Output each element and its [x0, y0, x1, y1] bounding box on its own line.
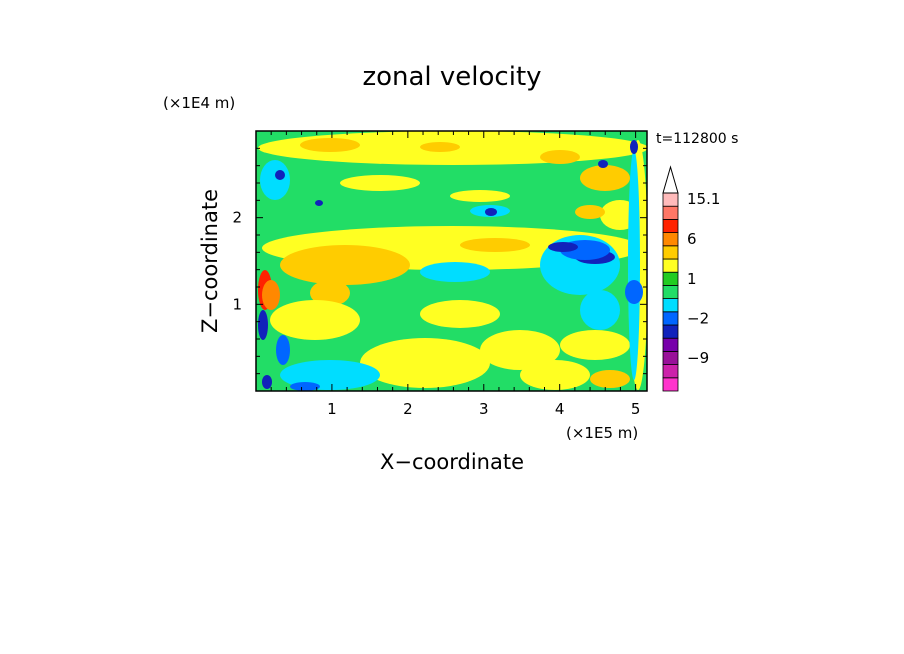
field-region	[420, 300, 500, 328]
field-region	[340, 175, 420, 191]
colorbar: 15.1 6 1 −2 −9	[662, 165, 720, 392]
field-region	[262, 375, 272, 389]
colorbar-label: 6	[687, 230, 697, 248]
colorbar-segment	[662, 284, 679, 299]
colorbar-segment	[662, 218, 679, 233]
field-region	[625, 280, 643, 304]
colorbar-label: −2	[687, 309, 709, 327]
colorbar-extend-arrow	[662, 165, 679, 194]
colorbar-segment	[662, 271, 679, 286]
field-region	[485, 208, 497, 216]
chart-title: zonal velocity	[362, 62, 541, 92]
x-axis-label: X−coordinate	[380, 450, 524, 474]
colorbar-label: −9	[687, 349, 709, 367]
colorbar-segment	[662, 377, 679, 392]
field-region	[315, 200, 323, 206]
field-region	[580, 290, 620, 330]
field-region	[270, 300, 360, 340]
field-region	[590, 370, 630, 388]
colorbar-label: 15.1	[687, 190, 720, 208]
plot-frame	[255, 130, 648, 392]
colorbar-segment	[662, 298, 679, 313]
time-label: t=112800 s	[656, 131, 738, 147]
field-region	[628, 150, 640, 380]
axis-ticks: 1 2 3 4 5 1 2	[232, 131, 647, 418]
colorbar-segment	[662, 192, 679, 207]
colorbar-label: 1	[687, 270, 697, 288]
colorbar-segment	[662, 258, 679, 273]
field-region	[360, 338, 490, 388]
x-unit-label: (×1E5 m)	[566, 424, 638, 442]
y-axis-label: Z−coordinate	[198, 189, 222, 333]
field-region	[420, 142, 460, 152]
field-region	[262, 280, 280, 310]
field-region	[310, 280, 350, 306]
field-region	[280, 245, 410, 285]
field-region	[560, 330, 630, 360]
field-region	[630, 140, 638, 154]
field-region	[520, 360, 590, 390]
field-region	[460, 238, 530, 252]
x-tick-label: 1	[327, 400, 337, 418]
field-region	[258, 310, 268, 340]
field-region	[260, 160, 290, 200]
field-region	[575, 205, 605, 219]
field-region	[275, 170, 285, 180]
colorbar-segment	[662, 311, 679, 326]
field-region	[540, 150, 580, 164]
colorbar-segment	[662, 205, 679, 220]
colorbar-segment	[662, 324, 679, 339]
field-region	[548, 242, 578, 252]
y-tick-label: 2	[232, 209, 242, 227]
plot-area	[256, 131, 647, 391]
velocity-field	[256, 131, 647, 391]
field-region	[276, 335, 290, 365]
field-region	[480, 330, 560, 370]
field-region	[300, 138, 360, 152]
x-tick-label: 5	[631, 400, 641, 418]
field-region	[450, 190, 510, 202]
y-tick-label: 1	[232, 295, 242, 313]
colorbar-segment	[662, 337, 679, 352]
field-region	[420, 262, 490, 282]
field-region	[290, 382, 320, 391]
field-region	[598, 160, 608, 168]
colorbar-segment	[662, 232, 679, 247]
colorbar-segment	[662, 364, 679, 379]
field-region	[580, 165, 630, 191]
y-unit-label: (×1E4 m)	[163, 94, 235, 112]
colorbar-segment	[662, 350, 679, 365]
x-tick-label: 4	[555, 400, 565, 418]
x-tick-label: 3	[479, 400, 489, 418]
x-tick-label: 2	[403, 400, 413, 418]
colorbar-segment	[662, 245, 679, 260]
